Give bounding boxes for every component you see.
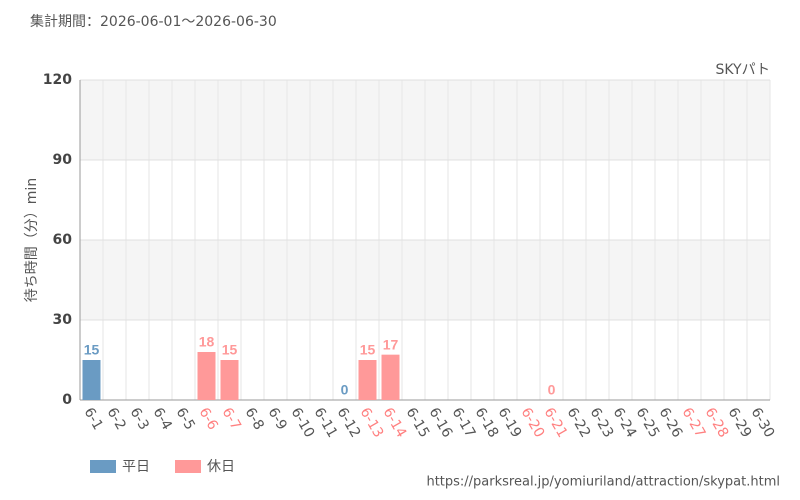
x-tick-label: 6-24 xyxy=(610,405,640,441)
y-axis-label: 待ち時間（分）min xyxy=(24,178,40,302)
bar xyxy=(82,360,101,400)
value-label: 0 xyxy=(341,382,349,398)
x-tick-label: 6-1 xyxy=(81,405,106,433)
legend-label: 休日 xyxy=(207,459,235,475)
x-tick-label: 6-9 xyxy=(265,405,290,433)
x-tick-label: 6-7 xyxy=(219,405,244,433)
x-tick-label: 6-6 xyxy=(196,405,221,433)
x-tick-label: 6-30 xyxy=(748,405,778,441)
legend-swatch xyxy=(175,460,201,473)
legend-label: 平日 xyxy=(122,459,150,475)
value-label: 0 xyxy=(548,382,556,398)
y-tick-label: 0 xyxy=(62,392,72,408)
y-tick-label: 90 xyxy=(53,152,73,168)
x-tick-label: 6-11 xyxy=(311,405,341,441)
x-tick-label: 6-19 xyxy=(495,405,525,441)
x-tick-label: 6-10 xyxy=(288,405,318,441)
y-tick-label: 60 xyxy=(53,232,73,248)
x-tick-label: 6-2 xyxy=(104,405,129,433)
value-label: 18 xyxy=(199,334,215,350)
x-tick-label: 6-12 xyxy=(334,405,364,441)
x-tick-label: 6-25 xyxy=(633,405,663,441)
chart-title: 集計期間：2026-06-01～2026-06-30 xyxy=(30,13,277,30)
source: https://parksreal.jp/yomiuriland/attract… xyxy=(426,475,780,490)
bar xyxy=(358,360,377,400)
y-tick-label: 120 xyxy=(43,72,72,88)
x-tick-label: 6-3 xyxy=(127,405,152,433)
x-tick-label: 6-21 xyxy=(541,405,571,441)
chart-subtitle: SKYパト xyxy=(715,62,770,78)
bar xyxy=(381,354,400,400)
x-tick-label: 6-4 xyxy=(150,405,175,433)
x-tick-label: 6-15 xyxy=(403,405,433,441)
x-tick-label: 6-20 xyxy=(518,405,548,441)
x-tick-label: 6-5 xyxy=(173,405,198,433)
x-tick-label: 6-8 xyxy=(242,405,267,433)
value-label: 15 xyxy=(360,342,376,358)
y-tick-label: 30 xyxy=(53,312,73,328)
x-tick-label: 6-17 xyxy=(449,405,479,441)
value-label: 15 xyxy=(84,342,100,358)
bar xyxy=(197,352,216,400)
x-tick-label: 6-14 xyxy=(380,405,410,441)
x-tick-label: 6-26 xyxy=(656,405,686,441)
value-label: 17 xyxy=(383,336,399,352)
value-label: 15 xyxy=(222,342,238,358)
x-tick-label: 6-28 xyxy=(702,405,732,441)
x-tick-label: 6-27 xyxy=(679,405,709,441)
bar xyxy=(220,360,239,400)
x-tick-label: 6-22 xyxy=(564,405,594,441)
x-tick-label: 6-23 xyxy=(587,405,617,441)
x-tick-label: 6-18 xyxy=(472,405,502,441)
x-tick-label: 6-29 xyxy=(725,405,755,441)
x-tick-label: 6-13 xyxy=(357,405,387,441)
x-tick-label: 6-16 xyxy=(426,405,456,441)
legend-swatch xyxy=(90,460,116,473)
